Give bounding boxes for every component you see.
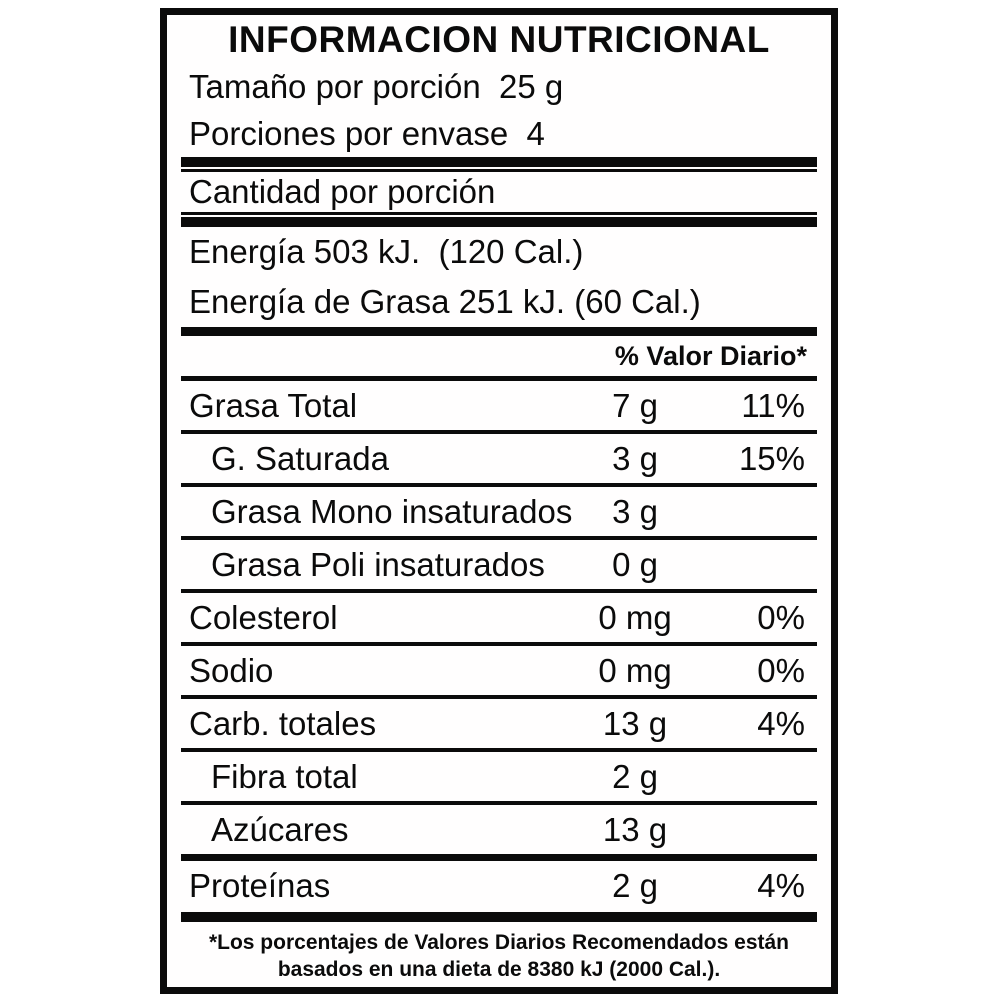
daily-value-header: % Valor Diario* bbox=[181, 336, 817, 381]
nutrition-label: INFORMACION NUTRICIONAL Tamaño por porci… bbox=[160, 8, 838, 994]
nutrient-daily-value: 4% bbox=[757, 866, 805, 904]
nutrient-daily-value: 0% bbox=[757, 651, 805, 689]
energy-line: Energía 503 kJ. (120 Cal.) bbox=[189, 233, 584, 270]
divider-bar bbox=[181, 912, 817, 922]
nutrient-name: Grasa Total bbox=[189, 386, 358, 424]
nutrient-amount: 0 g bbox=[612, 545, 658, 583]
label-title: INFORMACION NUTRICIONAL bbox=[228, 19, 770, 60]
nutrient-name: Grasa Mono insaturados bbox=[211, 492, 573, 530]
nutrient-amount: 0 mg bbox=[598, 598, 672, 636]
nutrient-amount: 13 g bbox=[602, 810, 668, 848]
nutrient-row-fibra: Fibra total 2 g bbox=[181, 752, 817, 805]
servings-per-container-line: Porciones por envase 4 bbox=[189, 115, 545, 152]
nutrient-amount: 3 g bbox=[612, 492, 658, 530]
serving-size-line: Tamaño por porción 25 g bbox=[189, 68, 564, 105]
nutrient-daily-value: 15% bbox=[738, 439, 805, 477]
nutrient-amount: 2 g bbox=[612, 866, 658, 904]
nutrient-daily-value: 0% bbox=[757, 598, 805, 636]
nutrient-name: Colesterol bbox=[189, 598, 338, 636]
nutrient-row-proteinas: Proteínas 2 g 4% bbox=[181, 861, 817, 910]
nutrient-amount: 7 g bbox=[612, 386, 658, 424]
nutrient-name: Proteínas bbox=[189, 866, 331, 904]
nutrient-amount: 2 g bbox=[612, 757, 658, 795]
nutrient-name: G. Saturada bbox=[211, 439, 389, 477]
footnote-section: *Los porcentajes de Valores Diarios Reco… bbox=[181, 912, 817, 983]
nutrient-row-azucares: Azúcares 13 g bbox=[181, 805, 817, 861]
nutrient-amount: 13 g bbox=[602, 704, 668, 742]
nutrient-amount: 3 g bbox=[612, 439, 658, 477]
nutrient-name: Grasa Poli insaturados bbox=[211, 545, 545, 583]
nutrient-name: Sodio bbox=[189, 651, 274, 689]
divider-bar bbox=[181, 157, 817, 167]
amount-per-serving-heading: Cantidad por porción bbox=[189, 173, 496, 210]
nutrient-name: Azúcares bbox=[211, 810, 349, 848]
nutrient-row-sodio: Sodio 0 mg 0% bbox=[181, 646, 817, 699]
divider-rule bbox=[181, 169, 817, 172]
nutrient-name: Fibra total bbox=[211, 757, 358, 795]
nutrient-daily-value: 11% bbox=[741, 386, 805, 424]
nutrient-row-saturada: G. Saturada 3 g 15% bbox=[181, 434, 817, 487]
footnote-text: *Los porcentajes de Valores Diarios Reco… bbox=[181, 922, 817, 983]
nutrient-daily-value: 4% bbox=[757, 704, 805, 742]
nutrient-row-colesterol: Colesterol 0 mg 0% bbox=[181, 593, 817, 646]
footnote-line-2: basados en una dieta de 8380 kJ (2000 Ca… bbox=[277, 958, 721, 981]
nutrient-row-carbohidratos: Carb. totales 13 g 4% bbox=[181, 699, 817, 752]
divider-bar bbox=[181, 217, 817, 227]
nutrient-row-poliinsaturada: Grasa Poli insaturados 0 g bbox=[181, 540, 817, 593]
divider-rule bbox=[181, 212, 817, 215]
nutrient-row-grasa-total: Grasa Total 7 g 11% bbox=[181, 381, 817, 434]
energy-fat-line: Energía de Grasa 251 kJ. (60 Cal.) bbox=[189, 283, 701, 320]
nutrient-name: Carb. totales bbox=[189, 704, 377, 742]
footnote-line-1: *Los porcentajes de Valores Diarios Reco… bbox=[208, 931, 790, 954]
nutrient-row-monoinsaturada: Grasa Mono insaturados 3 g bbox=[181, 487, 817, 540]
nutrient-amount: 0 mg bbox=[598, 651, 672, 689]
divider-bar bbox=[181, 327, 817, 336]
